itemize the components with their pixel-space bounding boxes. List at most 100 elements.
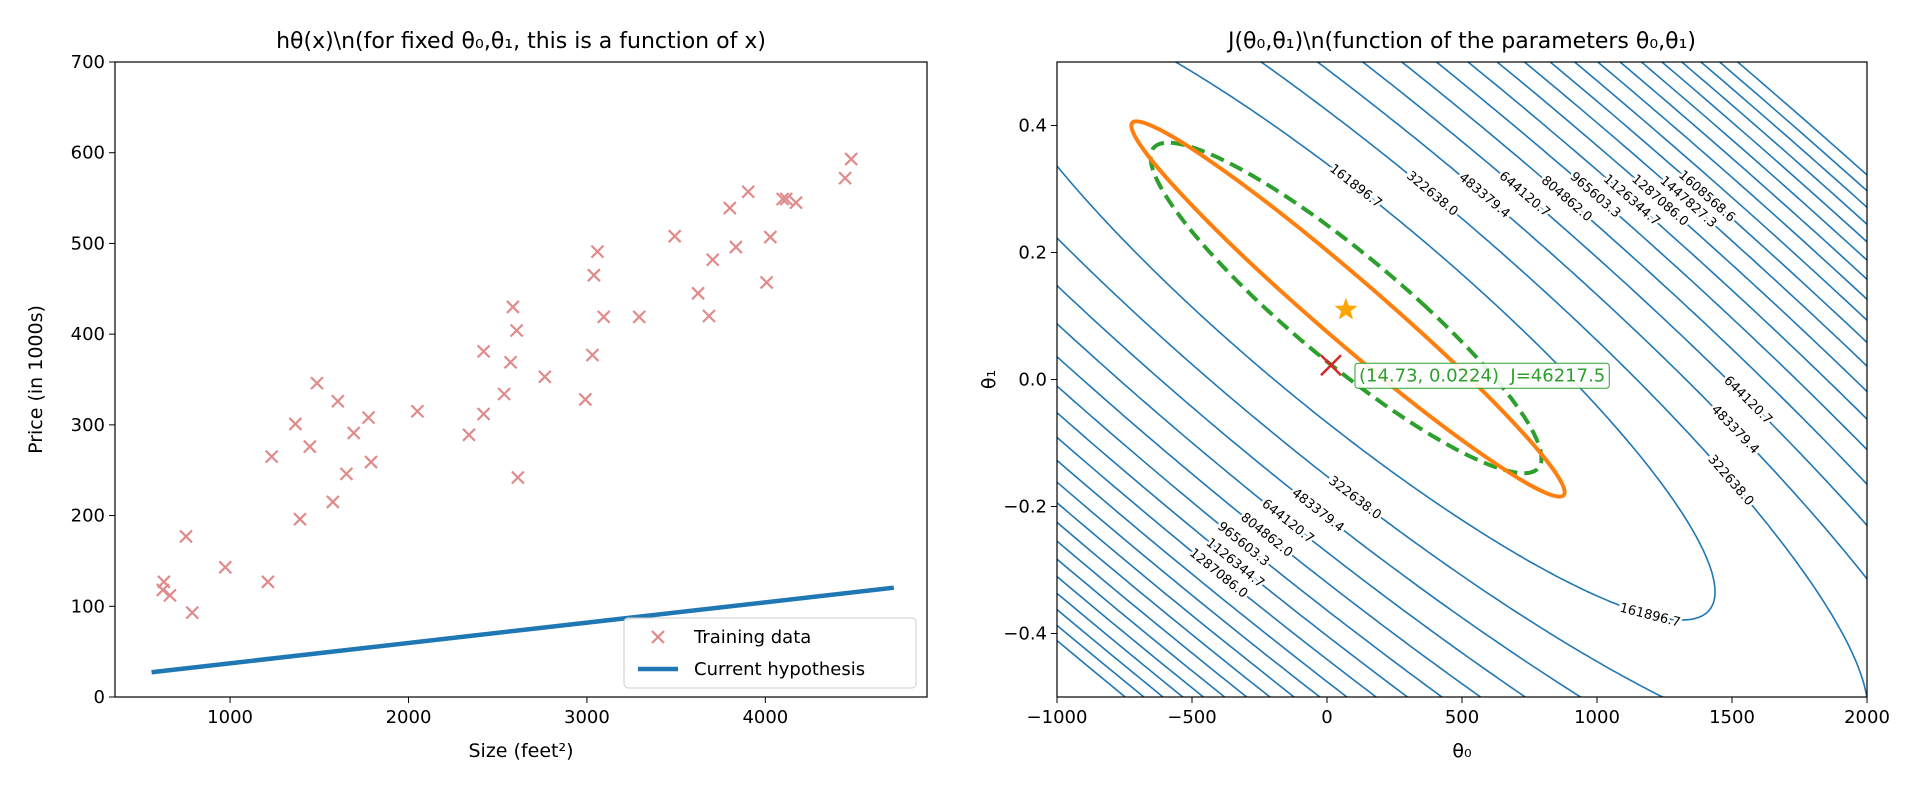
plot-frame bbox=[114, 61, 928, 698]
scatter-marker bbox=[789, 195, 803, 210]
x-tick-label: 2000 bbox=[1844, 707, 1890, 728]
scatter-point bbox=[497, 387, 511, 401]
scatter-marker bbox=[741, 184, 755, 199]
scatter-marker bbox=[476, 407, 491, 421]
scatter-point bbox=[844, 152, 858, 166]
current-point bbox=[1320, 354, 1342, 377]
scatter-point bbox=[361, 410, 376, 425]
scatter-point bbox=[838, 171, 852, 185]
y-axis-label: Price (in 1000s) bbox=[25, 305, 47, 454]
scatter-point bbox=[261, 575, 275, 589]
scatter-point bbox=[585, 348, 600, 362]
scatter-marker bbox=[303, 439, 317, 454]
scatter-point bbox=[729, 240, 743, 254]
scatter-marker bbox=[503, 355, 518, 370]
y-axis-label: θ₁ bbox=[978, 370, 1000, 389]
scatter-point bbox=[691, 286, 705, 301]
scatter-point bbox=[667, 229, 682, 243]
minimum-star bbox=[1334, 297, 1358, 320]
y-tick-label: 300 bbox=[71, 415, 105, 436]
scatter-marker bbox=[179, 529, 193, 544]
scatter-point bbox=[779, 192, 794, 206]
y-tick-label: 700 bbox=[71, 52, 105, 73]
scatter-marker bbox=[705, 252, 720, 267]
highlight-ellipse-shape bbox=[1129, 119, 1567, 499]
x-axis-label: θ₀ bbox=[1452, 740, 1471, 762]
scatter-marker bbox=[511, 470, 525, 485]
scatter-marker bbox=[578, 392, 593, 407]
y-tick-label: 0.0 bbox=[1018, 370, 1047, 391]
scatter-marker bbox=[759, 275, 774, 290]
scatter-point bbox=[723, 201, 737, 215]
scatter-point bbox=[578, 392, 593, 407]
scatter-marker bbox=[364, 455, 378, 469]
y-tick-label: 400 bbox=[71, 324, 105, 345]
x-tick-label: 500 bbox=[1445, 707, 1479, 728]
scatter-marker bbox=[462, 428, 476, 442]
scatter-marker bbox=[667, 229, 682, 243]
scatter-marker bbox=[729, 240, 743, 254]
y-tick-label: 0.2 bbox=[1018, 243, 1047, 264]
scatter-marker bbox=[361, 410, 376, 425]
contour-line bbox=[1057, 62, 1867, 697]
scatter-marker bbox=[702, 309, 716, 323]
scatter-point bbox=[264, 449, 279, 464]
scatter-marker bbox=[509, 323, 524, 338]
scatter-marker bbox=[590, 244, 605, 259]
scatter-marker bbox=[288, 417, 303, 431]
scatter-point bbox=[163, 588, 177, 603]
y-tick-label: −0.2 bbox=[1003, 497, 1047, 518]
scatter-point bbox=[705, 252, 720, 267]
contour-line bbox=[1057, 62, 1867, 697]
scatter-marker bbox=[844, 152, 858, 166]
scatter-point bbox=[632, 310, 646, 324]
scatter-marker bbox=[218, 560, 233, 575]
scatter-point bbox=[503, 355, 518, 370]
chart-title: J(θ₀,θ₁)\n(function of the parameters θ₀… bbox=[1226, 29, 1696, 54]
scatter-point bbox=[476, 407, 491, 421]
y-tick-label: −0.4 bbox=[1003, 624, 1047, 645]
scatter-point bbox=[310, 376, 324, 390]
scatter-marker bbox=[585, 348, 600, 362]
hypothesis-line bbox=[151, 585, 895, 675]
x-tick-label: 4000 bbox=[742, 707, 788, 728]
contour-line bbox=[1057, 62, 1716, 621]
x-tick-label: 0 bbox=[1321, 707, 1332, 728]
scatter-marker bbox=[326, 495, 340, 509]
scatter-point bbox=[775, 192, 790, 206]
scatter-point bbox=[596, 310, 611, 324]
x-tick-label: −500 bbox=[1167, 707, 1216, 728]
scatter-point bbox=[538, 370, 552, 384]
scatter-point bbox=[462, 428, 476, 442]
y-tick-label: 100 bbox=[71, 596, 105, 617]
x-axis-label: Size (feet²) bbox=[468, 740, 573, 762]
legend-label: Current hypothesis bbox=[694, 659, 865, 680]
annotation: (14.73, 0.0224) J=46217.5 bbox=[1359, 365, 1605, 386]
chart-title: hθ(x)\n(for fixed θ₀,θ₁, this is a funct… bbox=[276, 29, 766, 54]
scatter-point bbox=[288, 417, 303, 431]
y-tick-label: 500 bbox=[71, 233, 105, 254]
x-tick-label: 1000 bbox=[1574, 707, 1620, 728]
scatter-marker bbox=[779, 192, 794, 206]
scatter-marker bbox=[310, 376, 324, 390]
scatter-point bbox=[476, 344, 491, 359]
scatter-marker bbox=[339, 467, 354, 481]
y-tick-label: 200 bbox=[71, 506, 105, 527]
scatter-point bbox=[506, 300, 520, 314]
scatter-marker bbox=[775, 192, 790, 206]
scatter-marker bbox=[838, 171, 852, 185]
scatter-marker bbox=[497, 387, 511, 401]
scatter-point bbox=[156, 583, 170, 597]
scatter-point bbox=[339, 467, 354, 481]
x-tick-label: 2000 bbox=[386, 707, 432, 728]
scatter-marker bbox=[261, 575, 275, 589]
scatter-marker bbox=[596, 310, 611, 324]
scatter-marker bbox=[723, 201, 737, 215]
scatter-point bbox=[410, 404, 425, 419]
x-tick-label: 3000 bbox=[564, 707, 610, 728]
scatter-point bbox=[702, 309, 716, 323]
scatter-marker bbox=[506, 300, 520, 314]
scatter-point bbox=[511, 470, 525, 485]
